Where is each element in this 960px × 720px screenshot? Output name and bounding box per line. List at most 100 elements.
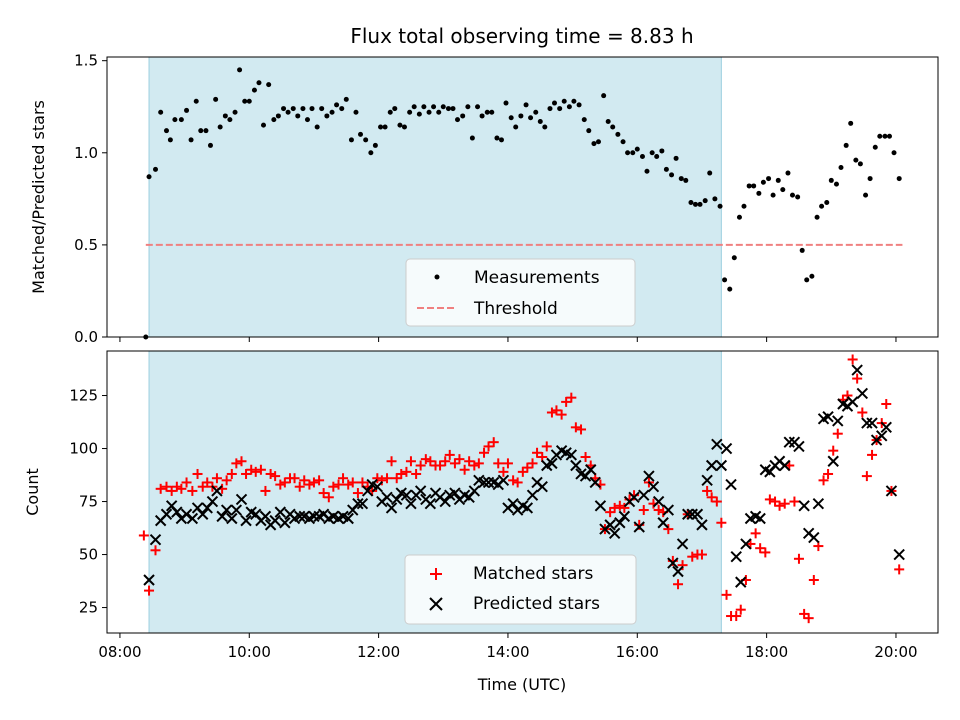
predicted-point: [565, 449, 578, 461]
measurement-point: [401, 124, 407, 130]
predicted-point-b: [876, 430, 888, 442]
measurement-point: [163, 128, 169, 134]
predicted-point: [308, 510, 320, 523]
measurement-point: [358, 131, 364, 137]
predicted-point: [725, 478, 737, 491]
matched-point: [250, 466, 261, 477]
matched-point: [832, 428, 843, 439]
matched-point: [376, 475, 387, 486]
measurement-point: [392, 106, 398, 112]
matched-point: [333, 479, 344, 490]
measurement-point: [445, 106, 451, 112]
predicted-point-b: [837, 398, 849, 410]
ratio-y-axis-label: Matched/Predicted stars: [29, 100, 48, 294]
measurement-point: [334, 102, 340, 108]
predicted-legend-marker: [429, 597, 443, 611]
predicted-point: [812, 497, 825, 510]
matched-point: [793, 553, 804, 564]
predicted-point-b: [405, 497, 417, 510]
measurement-point: [891, 150, 897, 156]
y-tick-label: 100: [69, 440, 98, 458]
predicted-point-b: [381, 491, 393, 504]
predicted-point: [876, 430, 888, 442]
measurement-point: [319, 106, 325, 112]
predicted-point: [628, 491, 640, 504]
matched-point: [211, 473, 222, 484]
matched-point: [401, 466, 412, 477]
predicted-point-b: [740, 538, 752, 550]
x-tick-label: 08:00: [98, 643, 141, 661]
matched-point: [347, 477, 358, 488]
matched-point: [464, 456, 475, 467]
measurement-point: [193, 98, 199, 104]
count-legend: Matched stars Predicted stars: [404, 554, 637, 625]
predicted-point: [391, 493, 403, 506]
measurement-point: [863, 192, 869, 198]
measurement-point: [469, 135, 475, 141]
matched-point: [155, 483, 166, 494]
measurement-point: [242, 98, 248, 104]
predicted-point-b: [240, 514, 252, 527]
matched-point: [294, 481, 305, 492]
measurement-point: [697, 201, 703, 207]
predicted-point-b: [676, 538, 689, 550]
matched-point: [818, 475, 829, 486]
ratio-legend-box: [405, 258, 636, 327]
predicted-point-b: [798, 500, 810, 512]
measurements-legend-marker: [434, 274, 440, 280]
predicted-point-b: [812, 497, 825, 510]
matched-point: [556, 409, 567, 420]
predicted-point: [352, 497, 364, 510]
measurement-point: [731, 255, 737, 261]
matched-point: [828, 445, 839, 456]
predicted-point: [149, 533, 162, 546]
measurement-point: [266, 82, 272, 88]
matched-point: [289, 473, 300, 484]
y-tick-label: 50: [79, 546, 98, 564]
predicted-point: [827, 455, 839, 467]
measurement-point: [591, 141, 597, 147]
measurement-point: [484, 109, 490, 115]
y-tick-label: 0.0: [74, 328, 98, 346]
matched-point: [789, 496, 800, 507]
predicted-point: [197, 508, 209, 520]
predicted-point-b: [230, 504, 243, 516]
matched-point: [755, 543, 766, 554]
measurement-point: [659, 148, 665, 154]
predicted-point-b: [211, 485, 223, 497]
predicted-point: [521, 502, 534, 514]
measurement-point: [222, 113, 228, 119]
measurement-point: [595, 139, 601, 145]
measurement-point: [886, 133, 892, 139]
count-y-axis-label: Count: [23, 468, 42, 516]
measurement-point: [785, 170, 791, 176]
predicted-point-b: [705, 459, 718, 472]
predicted-point: [570, 459, 582, 472]
predicted-point-b: [424, 497, 437, 510]
matched-point: [706, 492, 717, 503]
y-tick-label: 1.0: [74, 144, 98, 162]
predicted-point: [269, 514, 281, 527]
predicted-point: [851, 364, 863, 376]
measurement-point: [848, 120, 854, 126]
matched-point: [673, 579, 684, 590]
predicted-point-b: [866, 417, 878, 429]
predicted-point: [735, 576, 747, 588]
predicted-point: [861, 417, 873, 429]
legend-label-matched: Matched stars: [473, 564, 593, 584]
measurement-point: [382, 124, 388, 130]
matched-point: [735, 604, 746, 615]
measurement-point: [586, 128, 592, 134]
predicted-point-b: [149, 533, 162, 546]
predicted-point: [822, 411, 834, 423]
measurement-point: [285, 109, 291, 115]
measurement-point: [828, 177, 834, 183]
matched-point: [576, 424, 587, 435]
matched-point: [221, 475, 232, 486]
predicted-point: [885, 485, 898, 497]
predicted-point: [371, 480, 384, 493]
predicted-point-b: [575, 468, 587, 480]
measurement-point: [809, 273, 815, 279]
predicted-point-b: [652, 495, 665, 508]
